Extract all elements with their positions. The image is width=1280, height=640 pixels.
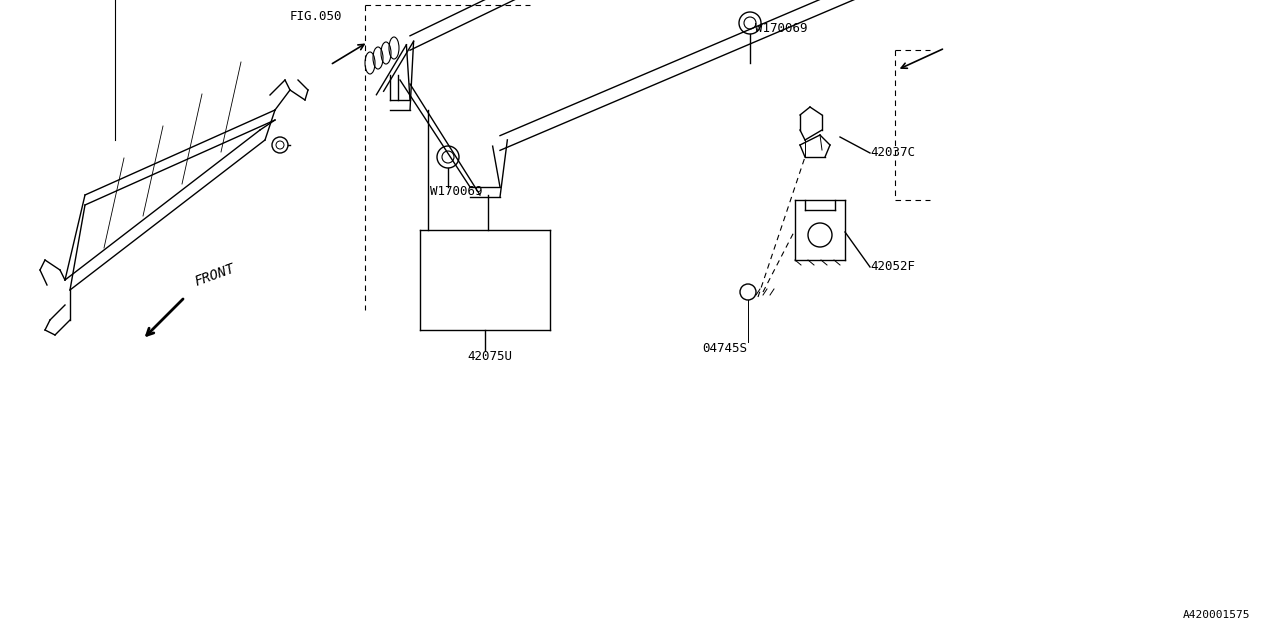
Text: FIG.050: FIG.050: [291, 10, 343, 24]
Text: 04745S: 04745S: [703, 342, 748, 355]
Text: W170069: W170069: [755, 22, 808, 35]
Text: A420001575: A420001575: [1183, 610, 1251, 620]
Text: W170069: W170069: [430, 185, 483, 198]
Text: FRONT: FRONT: [193, 262, 237, 289]
Text: 42037C: 42037C: [870, 147, 915, 159]
Text: 42075U: 42075U: [467, 350, 512, 363]
Text: 42052F: 42052F: [870, 260, 915, 273]
